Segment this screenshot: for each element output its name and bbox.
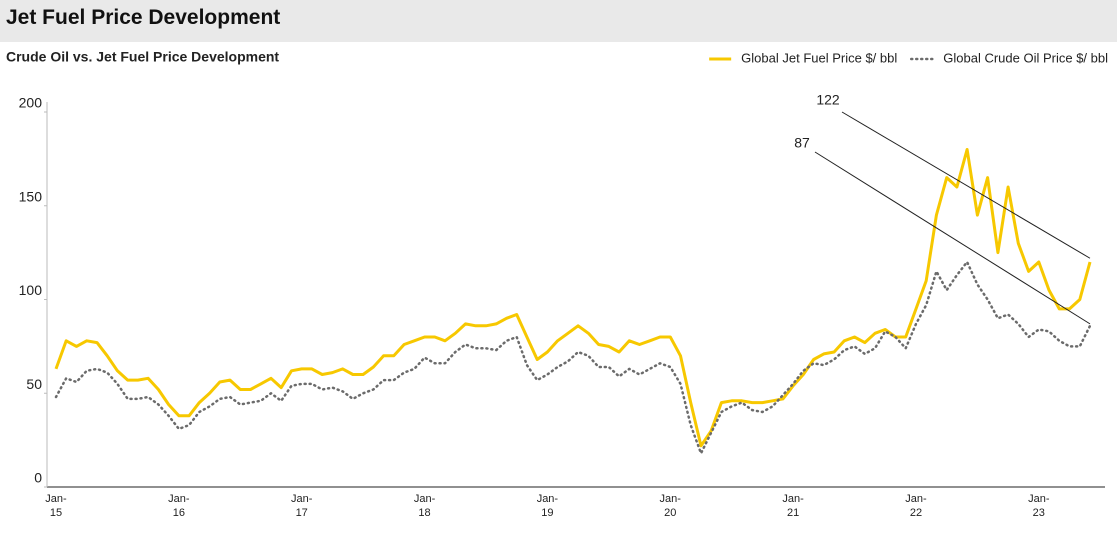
x-tick-label: Jan-21 [782, 493, 804, 519]
y-tick-label: 0 [34, 470, 42, 486]
x-tick-label: Jan-18 [414, 493, 436, 519]
series-line [54, 260, 1092, 455]
x-tick-label: Jan-22 [905, 493, 927, 519]
header: Jet Fuel Price Development [0, 0, 1117, 42]
annotation-line [814, 151, 1091, 325]
legend-label: Global Jet Fuel Price $/ bbl [741, 50, 897, 65]
x-tick-label: Jan-17 [291, 493, 313, 519]
annotation-label: 122 [816, 92, 840, 108]
series-line [54, 148, 1092, 448]
x-tick-label: Jan-16 [168, 493, 190, 519]
x-tick-label: Jan-15 [45, 493, 67, 519]
y-tick-label: 100 [19, 282, 43, 298]
x-tick-label: Jan-19 [537, 493, 559, 519]
x-tick-label: Jan-23 [1028, 493, 1050, 519]
y-tick-label: 150 [19, 188, 43, 204]
x-tick-label: Jan-20 [660, 493, 682, 519]
annotation-label: 87 [794, 135, 810, 151]
chart-subtitle: Crude Oil vs. Jet Fuel Price Development [6, 49, 279, 65]
annotation-line [841, 111, 1091, 259]
legend-label: Global Crude Oil Price $/ bbl [943, 50, 1108, 65]
chart: Crude Oil vs. Jet Fuel Price Development… [6, 49, 1108, 519]
y-tick-label: 50 [26, 376, 42, 392]
y-tick-label: 200 [19, 95, 43, 111]
chart-title: Jet Fuel Price Development [6, 6, 281, 29]
